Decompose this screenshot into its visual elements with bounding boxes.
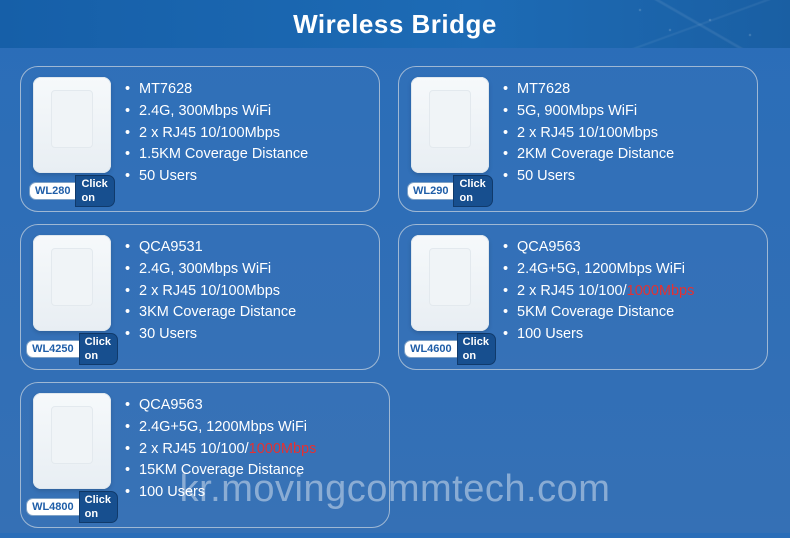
spec-item: 2 x RJ45 10/100/1000Mbps [125, 439, 381, 461]
spec-list: MT76285G, 900Mbps WiFi2 x RJ45 10/100Mbp… [503, 73, 749, 207]
model-label: WL4250 [26, 340, 79, 358]
highlight-text: 1000Mbps [627, 283, 695, 299]
product-card: WL4600Click onQCA95632.4G+5G, 1200Mbps W… [398, 224, 768, 370]
spec-item: 2 x RJ45 10/100Mbps [125, 123, 371, 145]
model-label: WL280 [29, 182, 75, 200]
spec-item: 2 x RJ45 10/100Mbps [125, 281, 371, 303]
product-thumb-column: WL4800Click on [29, 389, 115, 523]
model-click-row[interactable]: WL4600Click on [404, 333, 496, 365]
product-card: WL4250Click onQCA95312.4G, 300Mbps WiFi2… [20, 224, 380, 370]
spec-list: MT76282.4G, 300Mbps WiFi2 x RJ45 10/100M… [125, 73, 371, 207]
page-title: Wireless Bridge [293, 9, 497, 40]
model-click-row[interactable]: WL4800Click on [26, 491, 118, 523]
spec-item: 1.5KM Coverage Distance [125, 144, 371, 166]
spec-item: 2.4G, 300Mbps WiFi [125, 101, 371, 123]
spec-list: QCA95632.4G+5G, 1200Mbps WiFi2 x RJ45 10… [125, 389, 381, 523]
product-image [33, 393, 111, 489]
spec-item: 100 Users [125, 482, 381, 504]
product-thumb-column: WL4600Click on [407, 231, 493, 365]
product-card: WL280Click on MT76282.4G, 300Mbps WiFi2 x… [20, 66, 380, 212]
product-grid: WL280Click onMT76282.4G, 300Mbps WiFi2 x… [0, 48, 790, 538]
model-label: WL4800 [26, 498, 79, 516]
spec-item: 2 x RJ45 10/100Mbps [503, 123, 749, 145]
spec-item: QCA9563 [125, 395, 381, 417]
spec-item: MT7628 [125, 79, 371, 101]
spec-item: 15KM Coverage Distance [125, 460, 381, 482]
product-thumb-column: WL280Click on [29, 73, 115, 207]
click-on-button[interactable]: Click on [79, 491, 118, 523]
spec-item: MT7628 [503, 79, 749, 101]
product-card: WL4800Click onQCA95632.4G+5G, 1200Mbps W… [20, 382, 390, 528]
product-image [33, 235, 111, 331]
click-on-button[interactable]: Click on [79, 333, 118, 365]
spec-item: 50 Users [503, 166, 749, 188]
spec-item: 2 x RJ45 10/100/1000Mbps [503, 281, 759, 303]
spec-item: 2.4G, 300Mbps WiFi [125, 259, 371, 281]
product-thumb-column: WL290Click on [407, 73, 493, 207]
model-label: WL4600 [404, 340, 457, 358]
spec-item: 100 Users [503, 324, 759, 346]
model-click-row[interactable]: WL290Click on [407, 175, 493, 207]
product-thumb-column: WL4250Click on [29, 231, 115, 365]
product-image [411, 235, 489, 331]
highlight-text: 1000Mbps [249, 441, 317, 457]
spec-item: 3KM Coverage Distance [125, 302, 371, 324]
product-image [411, 77, 489, 173]
spec-item: 50 Users [125, 166, 371, 188]
spec-item: 2.4G+5G, 1200Mbps WiFi [125, 417, 381, 439]
model-label: WL290 [407, 182, 453, 200]
spec-item: QCA9563 [503, 237, 759, 259]
spec-item: 5KM Coverage Distance [503, 302, 759, 324]
spec-item: 30 Users [125, 324, 371, 346]
spec-list: QCA95632.4G+5G, 1200Mbps WiFi2 x RJ45 10… [503, 231, 759, 365]
header-banner: Wireless Bridge [0, 0, 790, 48]
click-on-button[interactable]: Click on [457, 333, 496, 365]
model-click-row[interactable]: WL4250Click on [26, 333, 118, 365]
spec-item: 2.4G+5G, 1200Mbps WiFi [503, 259, 759, 281]
spec-list: QCA95312.4G, 300Mbps WiFi2 x RJ45 10/100… [125, 231, 371, 365]
spec-item: 2KM Coverage Distance [503, 144, 749, 166]
model-click-row[interactable]: WL280Click on [29, 175, 115, 207]
spec-item: 5G, 900Mbps WiFi [503, 101, 749, 123]
product-card: WL290Click on MT76285G, 900Mbps WiFi2 x R… [398, 66, 758, 212]
click-on-button[interactable]: Click on [453, 175, 493, 207]
product-image [33, 77, 111, 173]
spec-item: QCA9531 [125, 237, 371, 259]
click-on-button[interactable]: Click on [75, 175, 115, 207]
